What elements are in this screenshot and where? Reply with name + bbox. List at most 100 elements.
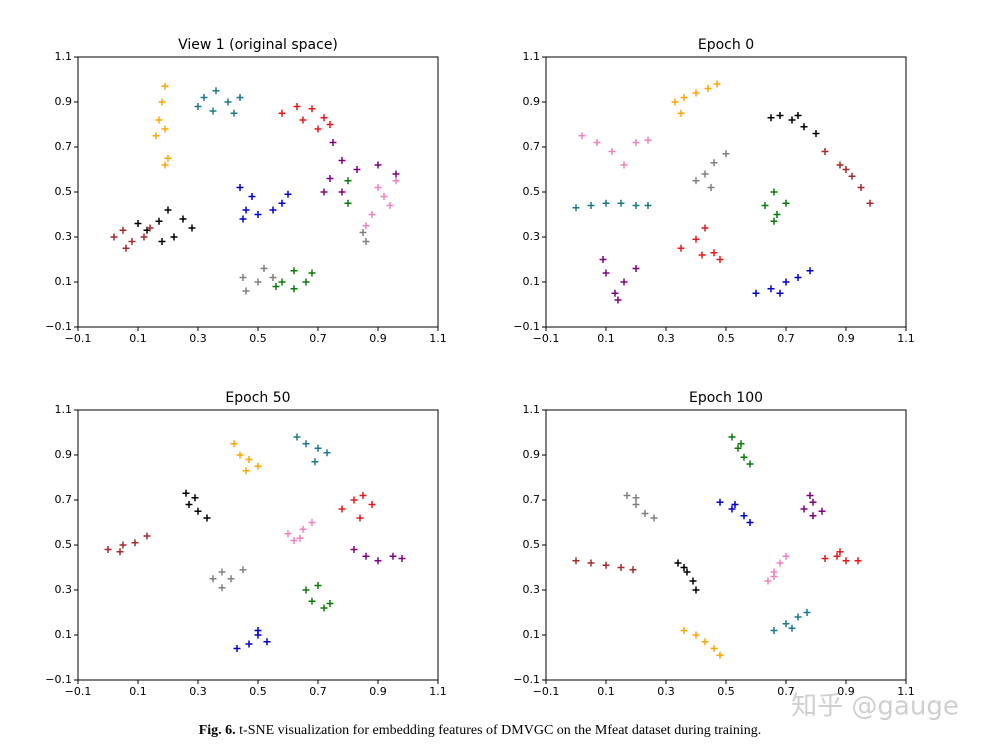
point [338,188,346,196]
point [302,586,310,594]
point [692,631,700,639]
point [236,184,244,191]
point [572,557,580,565]
point [680,627,688,634]
point [362,222,370,230]
x-tick-label: 0.9 [837,685,855,698]
subplot-title: Epoch 100 [689,390,763,406]
y-tick-label: 0.5 [55,185,73,198]
point [572,204,580,212]
point [284,530,292,538]
x-tick-label: 0.9 [369,685,387,698]
point [374,184,382,191]
point [344,177,352,185]
point [212,87,220,95]
x-tick-label: 0.1 [597,685,615,698]
x-tick-label: 1.1 [429,685,447,698]
subplot: View 1 (original space) −0.1 0.1 0.3 0.5 0.7 0… [45,37,446,345]
point [770,573,778,580]
point [782,278,790,286]
x-tick-label: 0.3 [189,685,207,698]
point [806,267,814,275]
point [710,159,718,167]
point [704,85,712,92]
point [230,109,238,117]
point [737,440,745,448]
point [296,534,304,542]
point [320,114,328,122]
point [788,116,796,124]
y-tick-label: 0.9 [523,448,541,461]
x-tick-label: 0.9 [837,332,855,345]
point [803,609,811,616]
x-tick-label: 0.5 [249,685,267,698]
point [608,148,616,155]
caption: Fig. 6. t-SNE visualization for embeddin… [199,723,762,738]
point [260,265,268,272]
point [674,559,682,567]
x-tick-label: 0.3 [657,685,675,698]
point [263,638,271,646]
point [689,577,697,585]
point [239,215,247,223]
x-tick-label: 0.7 [777,332,795,345]
point [278,109,286,117]
point [308,269,316,277]
point [842,557,850,565]
point [338,157,346,164]
point [131,539,139,547]
point [170,233,178,241]
point [761,202,769,209]
point [692,177,700,185]
point [122,244,130,252]
point [269,274,277,281]
point [230,440,238,448]
point [614,296,622,304]
point [233,645,241,652]
plot-frame [545,56,907,328]
point [116,548,124,556]
point [323,449,331,457]
point [746,460,754,468]
point [218,584,226,592]
point [731,501,739,508]
point [242,206,250,214]
point [374,557,382,565]
plot-frame [77,56,439,328]
x-tick-label: 0.7 [309,685,327,698]
point [218,568,226,576]
point [236,94,244,101]
point [683,568,691,576]
point [161,82,169,90]
point [140,233,148,241]
point [239,566,247,574]
point [587,559,595,567]
point [344,199,352,207]
point [314,444,322,452]
point [152,132,160,140]
point [350,496,358,504]
point [185,501,193,508]
point [716,498,724,506]
subplot: Epoch 100 −0.1 0.1 0.3 0.5 0.7 0.9 1.1 −0.1 0.1 0.… [513,390,914,698]
point [848,172,856,180]
point [854,557,862,565]
point [254,462,262,470]
point [833,552,841,560]
point [110,233,118,241]
point [767,114,775,122]
point [389,552,397,560]
point [752,289,760,297]
point [290,285,298,293]
x-tick-label: 0.1 [597,332,615,345]
point [692,586,700,594]
point [734,444,742,452]
x-tick-label: 0.7 [309,332,327,345]
point [602,561,610,569]
x-tick-label: 0.3 [657,332,675,345]
point [302,278,310,286]
point [242,287,250,295]
point [362,238,370,245]
x-tick-label: 1.1 [897,685,915,698]
point [701,224,709,232]
